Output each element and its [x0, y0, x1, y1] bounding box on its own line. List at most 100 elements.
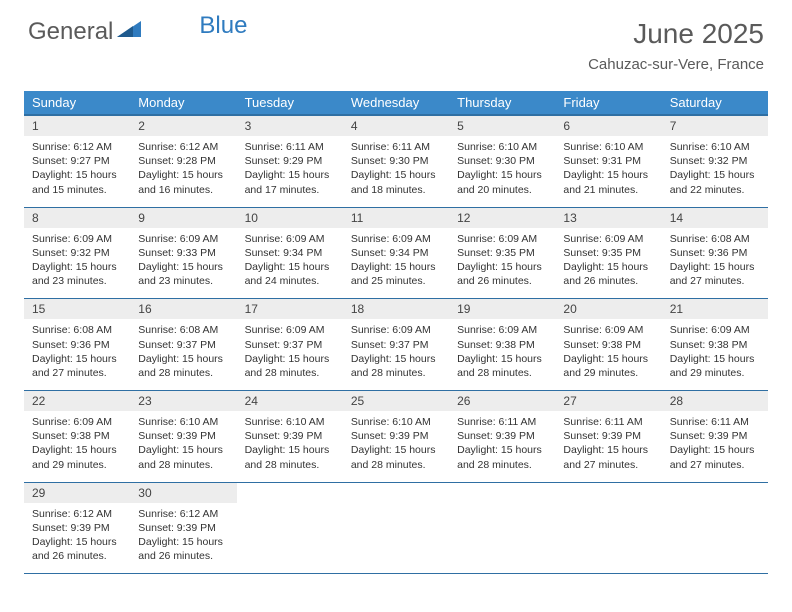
day-number: 13 [555, 208, 661, 228]
calendar-day: 27Sunrise: 6:11 AMSunset: 9:39 PMDayligh… [555, 391, 661, 483]
day-info: Sunrise: 6:09 AMSunset: 9:38 PMDaylight:… [24, 411, 130, 482]
day-number: 18 [343, 299, 449, 319]
day-header: Wednesday [343, 91, 449, 115]
calendar-week: 29Sunrise: 6:12 AMSunset: 9:39 PMDayligh… [24, 482, 768, 574]
day-info: Sunrise: 6:09 AMSunset: 9:34 PMDaylight:… [237, 228, 343, 299]
day-info: Sunrise: 6:11 AMSunset: 9:39 PMDaylight:… [555, 411, 661, 482]
day-info: Sunrise: 6:11 AMSunset: 9:30 PMDaylight:… [343, 136, 449, 207]
calendar-body: 1Sunrise: 6:12 AMSunset: 9:27 PMDaylight… [24, 115, 768, 574]
day-info: Sunrise: 6:08 AMSunset: 9:36 PMDaylight:… [24, 319, 130, 390]
day-number: 22 [24, 391, 130, 411]
calendar-day: 10Sunrise: 6:09 AMSunset: 9:34 PMDayligh… [237, 207, 343, 299]
day-number: 29 [24, 483, 130, 503]
day-number: 11 [343, 208, 449, 228]
calendar-day: 14Sunrise: 6:08 AMSunset: 9:36 PMDayligh… [662, 207, 768, 299]
day-number: 20 [555, 299, 661, 319]
day-info: Sunrise: 6:10 AMSunset: 9:30 PMDaylight:… [449, 136, 555, 207]
day-info: Sunrise: 6:12 AMSunset: 9:39 PMDaylight:… [24, 503, 130, 574]
calendar-day: 29Sunrise: 6:12 AMSunset: 9:39 PMDayligh… [24, 482, 130, 574]
day-number: 7 [662, 116, 768, 136]
logo: General Blue [28, 18, 247, 46]
day-number: 28 [662, 391, 768, 411]
day-info: Sunrise: 6:10 AMSunset: 9:32 PMDaylight:… [662, 136, 768, 207]
calendar-day: 20Sunrise: 6:09 AMSunset: 9:38 PMDayligh… [555, 299, 661, 391]
day-number: 4 [343, 116, 449, 136]
calendar-day: 3Sunrise: 6:11 AMSunset: 9:29 PMDaylight… [237, 115, 343, 207]
day-number: 21 [662, 299, 768, 319]
day-number: 16 [130, 299, 236, 319]
day-info: Sunrise: 6:10 AMSunset: 9:39 PMDaylight:… [343, 411, 449, 482]
calendar-day: .. [449, 482, 555, 574]
calendar-day: 7Sunrise: 6:10 AMSunset: 9:32 PMDaylight… [662, 115, 768, 207]
calendar-day: .. [555, 482, 661, 574]
day-info: Sunrise: 6:09 AMSunset: 9:34 PMDaylight:… [343, 228, 449, 299]
location: Cahuzac-sur-Vere, France [588, 56, 764, 73]
calendar-week: 1Sunrise: 6:12 AMSunset: 9:27 PMDaylight… [24, 115, 768, 207]
day-info: Sunrise: 6:11 AMSunset: 9:39 PMDaylight:… [662, 411, 768, 482]
day-info: Sunrise: 6:09 AMSunset: 9:38 PMDaylight:… [662, 319, 768, 390]
day-info: Sunrise: 6:08 AMSunset: 9:37 PMDaylight:… [130, 319, 236, 390]
calendar-day: 22Sunrise: 6:09 AMSunset: 9:38 PMDayligh… [24, 391, 130, 483]
calendar-day: 4Sunrise: 6:11 AMSunset: 9:30 PMDaylight… [343, 115, 449, 207]
calendar-day: 16Sunrise: 6:08 AMSunset: 9:37 PMDayligh… [130, 299, 236, 391]
day-header: Tuesday [237, 91, 343, 115]
day-number: 15 [24, 299, 130, 319]
day-number: 14 [662, 208, 768, 228]
day-info: Sunrise: 6:09 AMSunset: 9:38 PMDaylight:… [555, 319, 661, 390]
calendar-week: 8Sunrise: 6:09 AMSunset: 9:32 PMDaylight… [24, 207, 768, 299]
calendar-day: 11Sunrise: 6:09 AMSunset: 9:34 PMDayligh… [343, 207, 449, 299]
calendar-day: 2Sunrise: 6:12 AMSunset: 9:28 PMDaylight… [130, 115, 236, 207]
day-number: 19 [449, 299, 555, 319]
day-number: 30 [130, 483, 236, 503]
day-info: Sunrise: 6:09 AMSunset: 9:38 PMDaylight:… [449, 319, 555, 390]
header: General Blue June 2025 Cahuzac-sur-Vere,… [0, 0, 792, 83]
calendar-day: 26Sunrise: 6:11 AMSunset: 9:39 PMDayligh… [449, 391, 555, 483]
calendar-day: 21Sunrise: 6:09 AMSunset: 9:38 PMDayligh… [662, 299, 768, 391]
logo-text-gray: General [28, 18, 113, 46]
day-info: Sunrise: 6:09 AMSunset: 9:32 PMDaylight:… [24, 228, 130, 299]
calendar-day: 15Sunrise: 6:08 AMSunset: 9:36 PMDayligh… [24, 299, 130, 391]
day-info: Sunrise: 6:12 AMSunset: 9:28 PMDaylight:… [130, 136, 236, 207]
day-number: 3 [237, 116, 343, 136]
day-header: Monday [130, 91, 236, 115]
day-info: Sunrise: 6:09 AMSunset: 9:33 PMDaylight:… [130, 228, 236, 299]
day-header: Thursday [449, 91, 555, 115]
calendar-day: .. [662, 482, 768, 574]
calendar-day: .. [343, 482, 449, 574]
day-number: 23 [130, 391, 236, 411]
calendar-day: 17Sunrise: 6:09 AMSunset: 9:37 PMDayligh… [237, 299, 343, 391]
day-number: 12 [449, 208, 555, 228]
day-info: Sunrise: 6:08 AMSunset: 9:36 PMDaylight:… [662, 228, 768, 299]
day-info: Sunrise: 6:11 AMSunset: 9:39 PMDaylight:… [449, 411, 555, 482]
day-header: Friday [555, 91, 661, 115]
day-number: 1 [24, 116, 130, 136]
day-header-row: SundayMondayTuesdayWednesdayThursdayFrid… [24, 91, 768, 115]
day-info: Sunrise: 6:12 AMSunset: 9:39 PMDaylight:… [130, 503, 236, 574]
day-info: Sunrise: 6:09 AMSunset: 9:37 PMDaylight:… [343, 319, 449, 390]
day-number: 10 [237, 208, 343, 228]
day-number: 8 [24, 208, 130, 228]
day-number: 24 [237, 391, 343, 411]
calendar-week: 22Sunrise: 6:09 AMSunset: 9:38 PMDayligh… [24, 391, 768, 483]
day-header: Sunday [24, 91, 130, 115]
calendar-day: 12Sunrise: 6:09 AMSunset: 9:35 PMDayligh… [449, 207, 555, 299]
day-info: Sunrise: 6:09 AMSunset: 9:35 PMDaylight:… [449, 228, 555, 299]
calendar-day: 8Sunrise: 6:09 AMSunset: 9:32 PMDaylight… [24, 207, 130, 299]
calendar-day: 18Sunrise: 6:09 AMSunset: 9:37 PMDayligh… [343, 299, 449, 391]
day-number: 27 [555, 391, 661, 411]
calendar-day: 6Sunrise: 6:10 AMSunset: 9:31 PMDaylight… [555, 115, 661, 207]
day-info: Sunrise: 6:11 AMSunset: 9:29 PMDaylight:… [237, 136, 343, 207]
day-info: Sunrise: 6:10 AMSunset: 9:39 PMDaylight:… [237, 411, 343, 482]
day-info: Sunrise: 6:10 AMSunset: 9:39 PMDaylight:… [130, 411, 236, 482]
calendar-day: 5Sunrise: 6:10 AMSunset: 9:30 PMDaylight… [449, 115, 555, 207]
calendar-day: 30Sunrise: 6:12 AMSunset: 9:39 PMDayligh… [130, 482, 236, 574]
calendar-day: .. [237, 482, 343, 574]
calendar-day: 1Sunrise: 6:12 AMSunset: 9:27 PMDaylight… [24, 115, 130, 207]
day-info: Sunrise: 6:10 AMSunset: 9:31 PMDaylight:… [555, 136, 661, 207]
day-info: Sunrise: 6:09 AMSunset: 9:37 PMDaylight:… [237, 319, 343, 390]
day-number: 9 [130, 208, 236, 228]
day-number: 6 [555, 116, 661, 136]
day-info: Sunrise: 6:12 AMSunset: 9:27 PMDaylight:… [24, 136, 130, 207]
day-number: 26 [449, 391, 555, 411]
day-number: 2 [130, 116, 236, 136]
